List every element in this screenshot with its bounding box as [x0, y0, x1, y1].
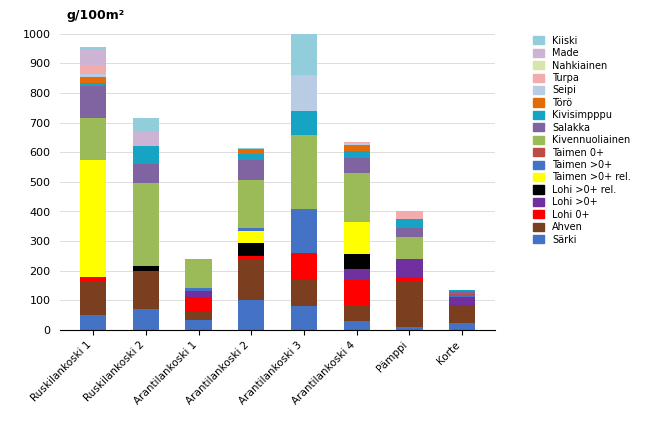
Bar [132, 118, 159, 132]
Bar [291, 209, 317, 253]
Bar [291, 306, 317, 330]
Bar [185, 259, 212, 288]
Bar [396, 219, 423, 228]
Bar [238, 149, 264, 154]
Bar [449, 323, 475, 330]
Bar [132, 132, 159, 146]
Bar [80, 85, 106, 118]
Bar [132, 266, 159, 271]
Legend: Kiiski, Made, Nahkiainen, Turpa, Seipi, Törö, Kivisimpppu, Salakka, Kivennuoliai: Kiiski, Made, Nahkiainen, Turpa, Seipi, … [530, 33, 634, 247]
Bar [80, 118, 106, 160]
Bar [80, 47, 106, 50]
Bar [343, 173, 370, 222]
Text: g/100m²: g/100m² [67, 9, 125, 22]
Bar [449, 291, 475, 294]
Bar [238, 148, 264, 149]
Bar [343, 254, 370, 269]
Bar [132, 164, 159, 184]
Bar [291, 75, 317, 111]
Bar [185, 288, 212, 291]
Bar [80, 74, 106, 77]
Bar [343, 151, 370, 158]
Bar [80, 82, 106, 85]
Bar [449, 290, 475, 291]
Bar [238, 160, 264, 180]
Bar [396, 327, 423, 330]
Bar [343, 269, 370, 280]
Bar [343, 280, 370, 305]
Bar [449, 294, 475, 296]
Bar [343, 158, 370, 173]
Bar [343, 143, 370, 145]
Bar [185, 297, 212, 312]
Bar [185, 320, 212, 330]
Bar [396, 212, 423, 219]
Bar [291, 3, 317, 75]
Bar [80, 315, 106, 330]
Bar [343, 305, 370, 321]
Bar [238, 228, 264, 231]
Bar [238, 231, 264, 243]
Bar [238, 154, 264, 160]
Bar [343, 145, 370, 151]
Bar [396, 277, 423, 281]
Bar [449, 306, 475, 323]
Bar [291, 253, 317, 280]
Bar [238, 180, 264, 228]
Bar [185, 291, 212, 297]
Bar [343, 222, 370, 254]
Bar [80, 77, 106, 82]
Bar [80, 50, 106, 65]
Bar [238, 300, 264, 330]
Bar [132, 184, 159, 266]
Bar [396, 259, 423, 277]
Bar [80, 160, 106, 277]
Bar [343, 321, 370, 330]
Bar [291, 135, 317, 209]
Bar [185, 312, 212, 320]
Bar [396, 228, 423, 237]
Bar [291, 280, 317, 306]
Bar [449, 297, 475, 305]
Bar [449, 305, 475, 306]
Bar [291, 111, 317, 135]
Bar [132, 146, 159, 164]
Bar [80, 65, 106, 74]
Bar [343, 142, 370, 143]
Bar [449, 296, 475, 297]
Bar [238, 243, 264, 256]
Bar [132, 309, 159, 330]
Bar [396, 281, 423, 327]
Bar [396, 237, 423, 259]
Bar [238, 259, 264, 300]
Bar [80, 277, 106, 281]
Bar [80, 281, 106, 315]
Bar [132, 271, 159, 309]
Bar [238, 256, 264, 259]
